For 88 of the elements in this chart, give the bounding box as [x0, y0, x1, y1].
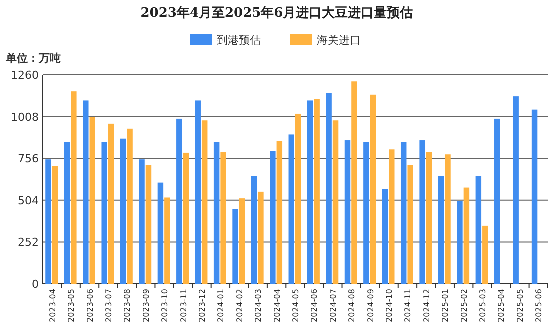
y-tick-label: 504: [18, 194, 39, 208]
y-tick-label: 0: [32, 278, 39, 291]
bar: [195, 100, 201, 284]
x-tick-label: 2023-12: [198, 289, 207, 322]
y-tick-label: 252: [18, 236, 39, 250]
bar: [532, 110, 538, 284]
bar: [239, 198, 246, 284]
bar: [457, 201, 463, 284]
x-tick-label: 2023-04: [48, 289, 58, 322]
bar: [352, 82, 358, 284]
x-tick-label: 2025-03: [478, 289, 488, 322]
bar: [389, 150, 395, 284]
legend-label: 海关进口: [317, 34, 361, 47]
bar: [296, 114, 302, 284]
bar: [232, 209, 238, 284]
y-axis-title: 单位：万吨: [5, 52, 61, 65]
bar: [332, 120, 339, 284]
x-tick-label: 2024-05: [292, 289, 300, 322]
x-tick-label: 2023-10: [160, 289, 170, 322]
bar: [438, 176, 444, 284]
bar: [164, 198, 170, 284]
x-tick-label: 2024-02: [235, 289, 244, 322]
bar: [251, 176, 258, 284]
x-tick-label: 2025-04: [497, 289, 506, 322]
bar: [314, 99, 320, 284]
bar: [214, 142, 220, 284]
chart-title: 2023年4月至2025年6月进口大豆进口量预估: [140, 6, 414, 21]
x-tick-label: 2023-08: [123, 289, 132, 322]
bar: [71, 92, 77, 284]
bar: [120, 138, 126, 284]
x-tick-label: 2023-07: [104, 289, 114, 322]
bar: [494, 118, 500, 284]
x-tick-label: 2024-01: [216, 289, 226, 322]
bar: [108, 124, 114, 284]
bar: [52, 166, 58, 284]
bar: [344, 140, 351, 284]
x-tick-label: 2023-11: [179, 289, 188, 322]
bar: [482, 226, 488, 284]
x-tick-label: 2025-06: [534, 289, 544, 322]
x-tick-label: 2024-08: [348, 289, 357, 322]
bar: [445, 154, 451, 284]
bar: [326, 93, 332, 284]
bar: [90, 117, 96, 284]
x-tick-label: 2024-03: [254, 289, 264, 322]
bar: [183, 152, 190, 284]
bar: [258, 192, 264, 284]
bar: [83, 100, 89, 284]
bar: [420, 140, 426, 284]
bar: [426, 152, 432, 284]
bar: [102, 142, 108, 284]
x-tick-label: 2024-09: [366, 289, 376, 322]
bar: [158, 182, 164, 284]
bar: [146, 165, 152, 284]
x-tick-label: 2024-10: [385, 289, 394, 322]
x-tick-label: 2025-01: [441, 289, 450, 322]
x-tick-label: 2024-11: [404, 289, 413, 322]
bar: [176, 118, 182, 284]
x-tick-label: 2023-05: [67, 289, 76, 322]
bar: [382, 189, 388, 284]
bar: [220, 152, 226, 284]
bar: [46, 160, 52, 284]
y-tick-label: 756: [18, 152, 39, 166]
x-tick-label: 2024-06: [310, 289, 320, 322]
x-tick-label: 2023-06: [86, 289, 95, 322]
bar: [64, 142, 70, 284]
bar: [270, 151, 276, 284]
x-tick-label: 2023-09: [142, 289, 151, 322]
x-tick-label: 2024-04: [272, 289, 282, 322]
y-tick-label: 1260: [11, 69, 39, 82]
bar: [513, 96, 519, 284]
legend-label: 到港预估: [217, 34, 261, 47]
y-tick-label: 1008: [11, 110, 39, 124]
bar: [139, 160, 145, 284]
bar: [464, 188, 470, 284]
bar: [288, 134, 294, 284]
bar: [370, 94, 376, 284]
bar: [307, 100, 314, 284]
bar: [364, 142, 370, 284]
x-tick-label: 2025-05: [516, 289, 525, 322]
bar: [127, 128, 133, 284]
bar: [400, 142, 407, 284]
bar: [202, 120, 208, 284]
x-tick-label: 2024-07: [328, 289, 338, 322]
x-tick-label: 2025-02: [460, 289, 469, 322]
bar: [408, 165, 414, 284]
x-tick-label: 2024-12: [422, 289, 432, 322]
bar: [476, 176, 482, 284]
bar: [276, 141, 283, 284]
